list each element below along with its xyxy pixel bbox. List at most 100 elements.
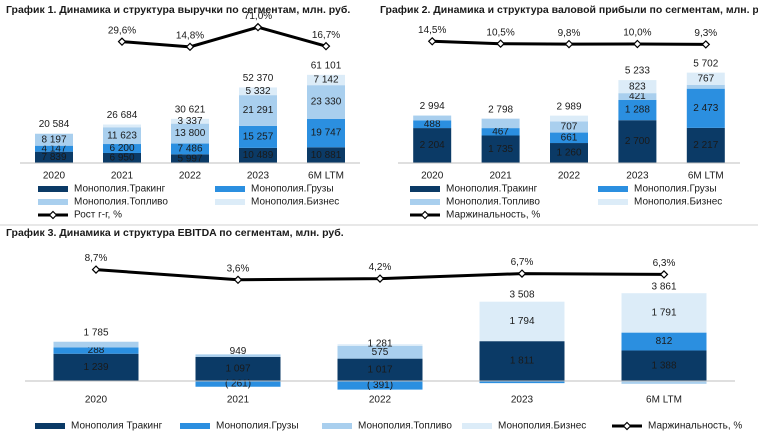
x-tick-label: 2021 xyxy=(489,171,512,182)
line-label: 14,5% xyxy=(418,25,446,36)
chart-title: График 1. Динамика и структура выручки п… xyxy=(6,4,350,16)
total-label: 2 798 xyxy=(488,104,513,115)
line-marker xyxy=(91,265,101,274)
value-label: 2 204 xyxy=(420,140,445,151)
bar-segment xyxy=(103,124,141,128)
value-label: 10 489 xyxy=(243,150,274,161)
value-label: 7 486 xyxy=(177,144,202,155)
value-label: 1 097 xyxy=(225,364,250,375)
value-label: 661 xyxy=(561,132,578,143)
line-marker xyxy=(375,274,385,283)
value-label: 6 200 xyxy=(109,143,134,154)
total-label: 1 281 xyxy=(367,338,392,349)
value-label: 1 388 xyxy=(651,360,676,371)
bar-segment xyxy=(35,133,73,134)
value-label: 6 950 xyxy=(109,153,134,164)
value-label: 1 794 xyxy=(509,316,534,327)
legend-swatch xyxy=(462,423,492,429)
value-label: ( 261) xyxy=(225,379,251,390)
legend-swatch xyxy=(38,199,68,205)
value-label: 288 xyxy=(88,345,105,356)
total-label: 2 994 xyxy=(420,101,445,112)
value-label: 2 700 xyxy=(625,136,650,147)
value-label: 1 811 xyxy=(510,356,535,367)
value-label: 823 xyxy=(629,81,646,92)
value-label: 1 288 xyxy=(625,105,650,116)
total-label: 26 684 xyxy=(107,110,138,121)
x-tick-label: 6M LTM xyxy=(308,171,344,182)
bar-segment xyxy=(479,301,565,342)
value-label: 2 217 xyxy=(693,140,718,151)
bar-segment xyxy=(35,151,73,163)
line-marker xyxy=(427,36,437,46)
value-label: 5 997 xyxy=(177,153,202,164)
x-tick-label: 6M LTM xyxy=(688,171,724,182)
x-tick-label: 2022 xyxy=(558,171,581,182)
line-label: 10,0% xyxy=(623,28,651,39)
bar-segment xyxy=(337,344,423,346)
bar-segment xyxy=(618,120,657,163)
legend-swatch xyxy=(598,186,628,192)
x-tick-label: 2020 xyxy=(421,171,444,182)
bar-segment xyxy=(686,127,725,163)
line-label: 6,3% xyxy=(653,258,676,269)
bar-segment xyxy=(103,144,141,153)
chart-title: График 2. Динамика и структура валовой п… xyxy=(380,4,758,16)
bar-segment xyxy=(171,118,209,124)
x-tick-label: 2022 xyxy=(369,395,392,406)
value-label: 11 623 xyxy=(107,130,137,141)
bar-segment xyxy=(621,381,707,384)
legend-swatch xyxy=(598,199,628,205)
value-label: 23 330 xyxy=(311,97,342,108)
legend-label: Монополия.Бизнес xyxy=(634,197,722,208)
line-label: 29,6% xyxy=(108,25,136,36)
bar-segment xyxy=(686,88,725,128)
x-tick-label: 2023 xyxy=(247,171,270,182)
bar-segment xyxy=(171,143,209,155)
line-label: 10,5% xyxy=(486,27,514,38)
bar-segment xyxy=(195,381,281,387)
total-label: 5 233 xyxy=(625,66,650,77)
x-tick-label: 2023 xyxy=(626,171,649,182)
legend-swatch xyxy=(180,423,210,429)
total-label: 3 508 xyxy=(509,289,534,300)
bar-segment xyxy=(413,115,452,121)
value-label: 707 xyxy=(561,122,578,133)
value-label: 7 142 xyxy=(313,75,338,86)
total-label: 949 xyxy=(230,346,247,357)
bar-segment xyxy=(239,125,277,148)
legend-label: Монополия.Грузы xyxy=(216,421,299,432)
value-label: 1 017 xyxy=(367,364,392,375)
value-label: 812 xyxy=(656,336,673,347)
bar-segment xyxy=(618,93,657,100)
bar-segment xyxy=(337,345,423,359)
bar-segment xyxy=(337,381,423,390)
value-label: 7 839 xyxy=(41,152,66,163)
bar-segment xyxy=(239,87,277,96)
value-label: 3 337 xyxy=(177,116,202,127)
value-label: 15 257 xyxy=(243,131,274,142)
legend-marker xyxy=(420,210,430,220)
line-label: 71,0% xyxy=(244,11,272,22)
legend-swatch xyxy=(35,423,65,429)
legend-label: Монополия.Тракинг xyxy=(74,184,166,195)
line-marker xyxy=(185,42,195,52)
line-label: 14,8% xyxy=(176,30,204,41)
legend-label: Монополия.Грузы xyxy=(251,184,334,195)
legend-marker xyxy=(48,210,58,220)
legend-label: Монополия.Бизнес xyxy=(498,421,586,432)
value-label: 5 332 xyxy=(245,86,270,97)
line-marker xyxy=(564,39,574,49)
line-marker xyxy=(253,22,263,32)
bar-segment xyxy=(171,123,209,144)
legend-label: Монополия.Бизнес xyxy=(251,197,339,208)
total-label: 1 785 xyxy=(83,327,108,338)
line-marker xyxy=(701,40,711,49)
bar-segment xyxy=(621,350,707,381)
bar-segment xyxy=(550,132,588,144)
bar-segment xyxy=(479,341,565,381)
bar-segment xyxy=(53,347,139,354)
line-marker xyxy=(496,39,505,49)
